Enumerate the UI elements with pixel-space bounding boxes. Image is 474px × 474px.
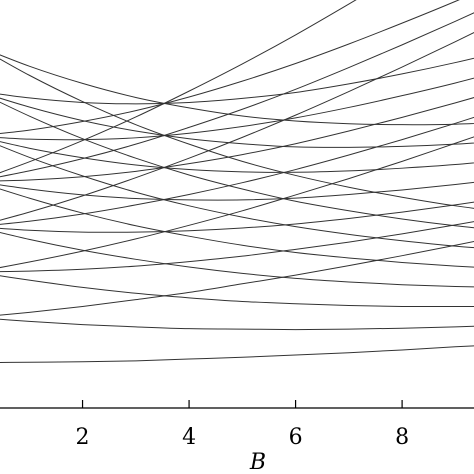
line xyxy=(0,116,474,225)
x-tick-label: 4 xyxy=(182,425,196,450)
x-tick-label: 2 xyxy=(76,425,90,450)
line xyxy=(0,141,474,173)
line xyxy=(0,97,474,182)
line xyxy=(0,12,474,178)
line xyxy=(0,97,474,148)
line xyxy=(0,136,474,269)
line xyxy=(0,101,474,229)
line xyxy=(0,77,474,141)
line xyxy=(0,181,474,201)
line xyxy=(0,188,474,268)
x-tick-label: 8 xyxy=(395,425,409,450)
line xyxy=(0,58,474,209)
x-tick-label: 6 xyxy=(289,425,303,450)
line xyxy=(0,275,474,308)
line xyxy=(0,345,474,363)
x-axis-label: B xyxy=(249,450,266,474)
line xyxy=(0,318,474,331)
line xyxy=(0,240,474,316)
line xyxy=(0,32,474,221)
line xyxy=(0,57,474,105)
line xyxy=(0,0,357,174)
line xyxy=(0,221,474,273)
line xyxy=(0,231,474,288)
line xyxy=(0,145,474,249)
line xyxy=(0,201,474,233)
line xyxy=(0,0,460,135)
plot-area xyxy=(0,0,474,363)
line xyxy=(0,54,474,126)
